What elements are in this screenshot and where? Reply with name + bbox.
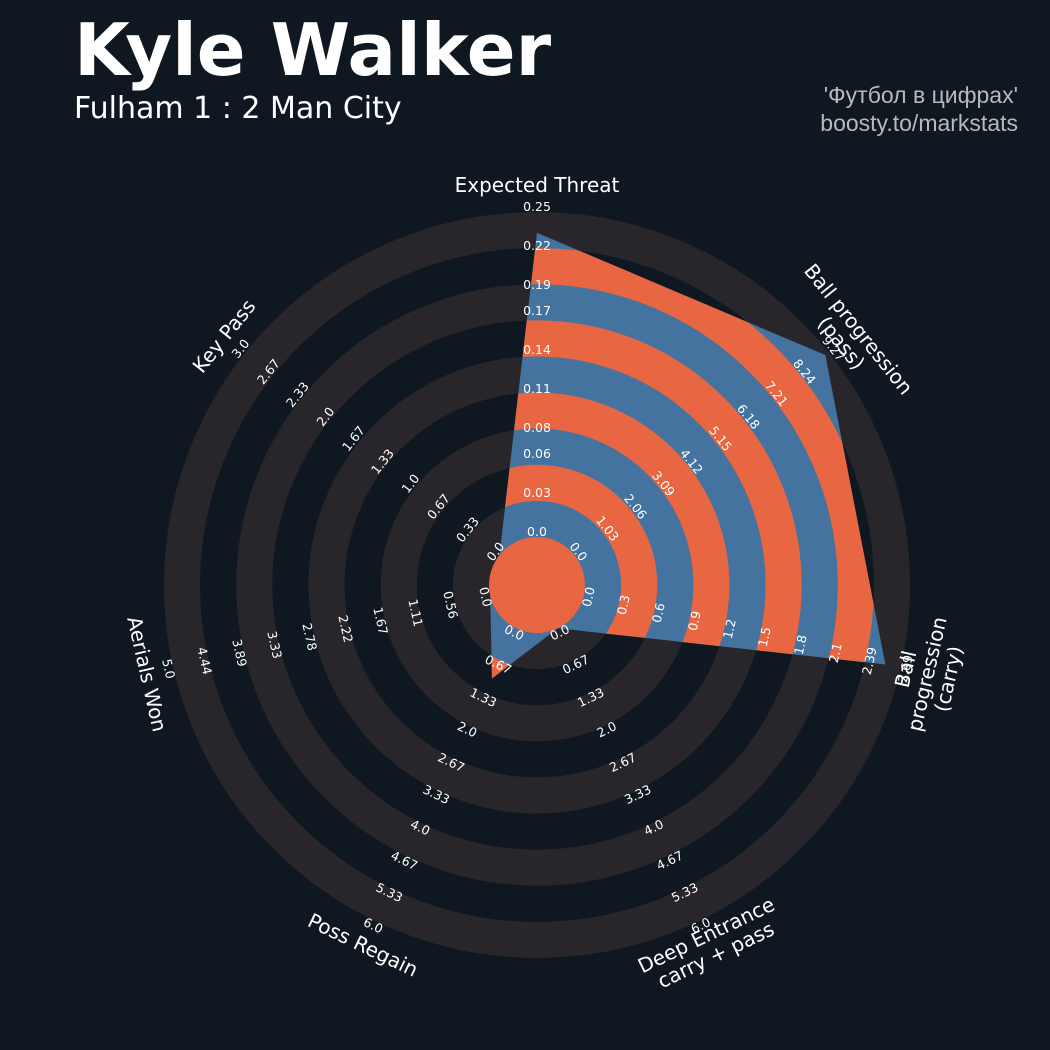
tick-label: 0.11 [523, 380, 551, 396]
tick-label: 0.0 [527, 523, 547, 539]
tick-label: 0.22 [523, 237, 551, 253]
credit: 'Футбол в цифрах' [823, 82, 1018, 108]
tick-label: 0.06 [523, 445, 551, 461]
radar-ring [490, 464, 658, 679]
radar-ring [490, 320, 802, 679]
credit: boosty.to/markstats [820, 110, 1018, 136]
subtitle: Fulham 1 : 2 Man City [74, 91, 402, 126]
tick-label: 0.19 [523, 276, 551, 292]
radar-rings [490, 248, 874, 679]
tick-label: 0.0 [476, 585, 496, 608]
center-circle [489, 537, 585, 633]
tick-label: 0.14 [523, 341, 551, 357]
tick-label: 0.03 [523, 484, 551, 500]
title: Kyle Walker [74, 8, 552, 92]
radar-ring [490, 392, 730, 679]
tick-label: 0.25 [523, 198, 551, 214]
axis-label: Expected Threat [454, 173, 620, 197]
radar-ring [490, 248, 874, 679]
tick-label: 0.17 [523, 302, 551, 318]
background-ring [163, 211, 911, 959]
tick-label: 5.0 [159, 657, 179, 681]
tick-label: 0.08 [523, 419, 551, 435]
